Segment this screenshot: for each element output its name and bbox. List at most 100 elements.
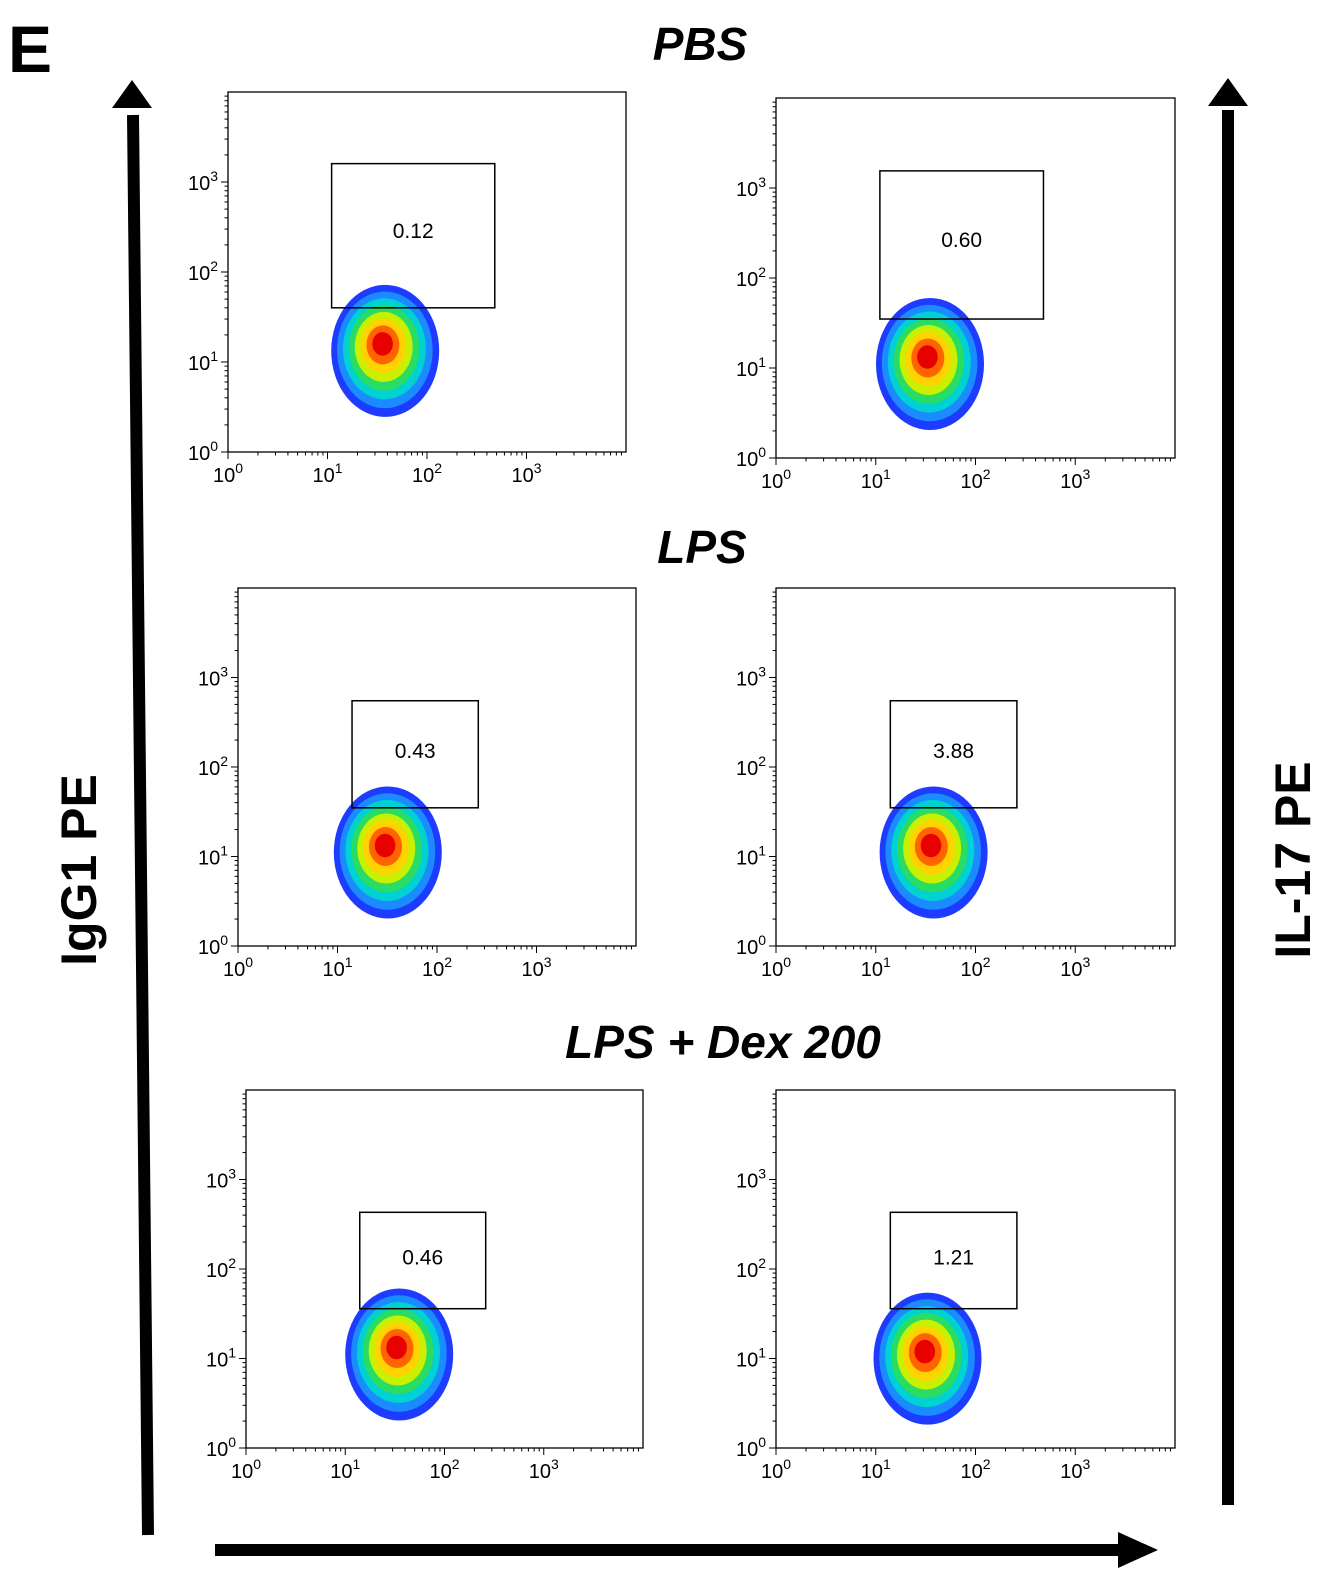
y-tick-label: 100: [736, 1434, 766, 1461]
y-tick-label: 102: [188, 258, 218, 285]
row-title-lps-dex: LPS + Dex 200: [565, 1016, 881, 1068]
x-tick-label: 100: [223, 954, 253, 981]
gate-box: [351, 699, 480, 809]
gate-percent-label: 0.43: [395, 740, 436, 763]
right-axis-title: IL-17 PE: [1265, 761, 1321, 958]
bottom-axis-arrow: [215, 1532, 1158, 1568]
y-tick-label: 102: [736, 264, 766, 291]
y-tick-label: 103: [198, 664, 228, 691]
y-tick-label: 103: [206, 1166, 236, 1193]
x-tick-label: 100: [761, 1456, 791, 1483]
gate-box: [330, 162, 496, 309]
y-tick-label: 103: [188, 168, 218, 195]
y-tick-label: 100: [188, 438, 218, 465]
x-tick-label: 103: [1060, 466, 1090, 493]
axis-ticks: [239, 1093, 639, 1455]
y-tick-label: 102: [736, 753, 766, 780]
plots-layer: 1001001011011021021031030.12100100101101…: [188, 91, 1176, 1483]
density-population: [876, 298, 984, 430]
y-tick-label: 103: [736, 174, 766, 201]
y-tick-label: 100: [198, 932, 228, 959]
plot-frame: [237, 587, 637, 947]
density-contour: [917, 345, 938, 369]
gate-box: [889, 1211, 1018, 1310]
x-tick-label: 103: [1060, 1456, 1090, 1483]
panel-letter: E: [8, 12, 52, 86]
x-tick-label: 101: [861, 466, 891, 493]
y-tick-label: 101: [188, 348, 218, 375]
x-tick-label: 102: [412, 460, 442, 487]
y-tick-label: 100: [736, 932, 766, 959]
y-tick-label: 103: [736, 1166, 766, 1193]
x-tick-label: 102: [960, 1456, 990, 1483]
gate-box: [889, 699, 1018, 809]
x-tick-label: 101: [330, 1456, 360, 1483]
density-population: [873, 1292, 982, 1425]
y-tick-label: 101: [736, 1345, 766, 1372]
x-tick-label: 101: [312, 460, 342, 487]
density-contour: [920, 833, 942, 858]
y-tick-label: 102: [736, 1255, 766, 1282]
y-tick-label: 100: [736, 444, 766, 471]
density-contour: [914, 1339, 936, 1364]
y-tick-label: 102: [198, 753, 228, 780]
x-tick-label: 102: [960, 466, 990, 493]
x-tick-label: 103: [521, 954, 551, 981]
x-tick-label: 103: [529, 1456, 559, 1483]
density-contour: [386, 1335, 407, 1360]
x-tick-label: 101: [322, 954, 352, 981]
x-tick-label: 101: [861, 1456, 891, 1483]
right-axis-arrow: [1208, 78, 1248, 1505]
gate-box: [359, 1211, 487, 1310]
row-title-lps: LPS: [657, 521, 747, 573]
x-tick-label: 102: [422, 954, 452, 981]
plot-frame: [775, 1089, 1176, 1449]
density-population: [331, 284, 440, 417]
density-population: [345, 1288, 454, 1421]
y-tick-label: 101: [736, 354, 766, 381]
gate-box: [879, 170, 1045, 320]
axis-ticks: [769, 101, 1171, 465]
left-axis-arrow: [112, 80, 154, 1536]
axis-ticks: [231, 591, 632, 953]
axis-ticks: [769, 591, 1171, 953]
density-contour: [374, 833, 396, 858]
y-tick-label: 101: [736, 843, 766, 870]
x-tick-label: 102: [429, 1456, 459, 1483]
x-tick-label: 100: [213, 460, 243, 487]
y-tick-label: 101: [206, 1345, 236, 1372]
plot-frame: [227, 91, 627, 453]
axis-ticks: [769, 1093, 1171, 1455]
x-tick-label: 103: [511, 460, 541, 487]
y-tick-label: 100: [206, 1434, 236, 1461]
y-tick-label: 101: [198, 843, 228, 870]
x-tick-label: 101: [861, 954, 891, 981]
x-tick-label: 102: [960, 954, 990, 981]
density-contour: [372, 332, 393, 356]
x-tick-label: 100: [761, 466, 791, 493]
gate-percent-label: 0.46: [402, 1247, 443, 1270]
gate-percent-label: 1.21: [933, 1247, 974, 1270]
x-tick-label: 100: [761, 954, 791, 981]
plot-frame: [775, 97, 1176, 459]
gate-percent-label: 0.12: [393, 220, 434, 243]
x-tick-label: 100: [231, 1456, 261, 1483]
gate-percent-label: 3.88: [933, 740, 974, 763]
y-tick-label: 102: [206, 1255, 236, 1282]
density-population: [333, 786, 442, 919]
gate-percent-label: 0.60: [941, 229, 982, 252]
left-axis-title: IgG1 PE: [51, 774, 107, 966]
axis-ticks: [221, 95, 622, 459]
density-population: [879, 786, 988, 919]
y-tick-label: 103: [736, 664, 766, 691]
x-tick-label: 103: [1060, 954, 1090, 981]
row-title-pbs: PBS: [653, 18, 748, 70]
plot-frame: [245, 1089, 644, 1449]
